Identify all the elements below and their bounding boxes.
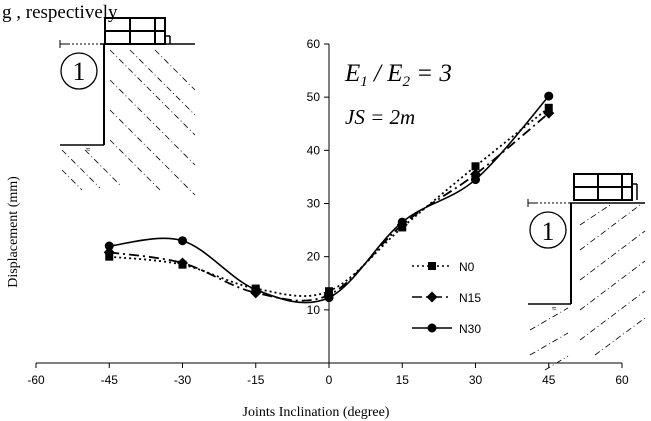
- circled-marker-right: [529, 211, 567, 249]
- legend-label: N0: [459, 260, 475, 274]
- legend-label: N30: [459, 322, 481, 336]
- y-tick-label: 60: [307, 37, 321, 51]
- ratio-annotation: E1 / E2 = 3: [344, 60, 452, 90]
- y-tick-label: 20: [307, 250, 321, 264]
- data-point: [178, 236, 187, 246]
- data-point: [471, 162, 480, 171]
- data-point: [543, 107, 555, 119]
- x-tick-label: 60: [615, 373, 629, 387]
- y-axis-title: Displacement (mm): [6, 176, 21, 288]
- data-point: [544, 91, 554, 101]
- svg-text:≈: ≈: [552, 304, 557, 313]
- x-tick-label: -60: [27, 373, 45, 387]
- y-tick-label: 40: [307, 143, 321, 157]
- x-tick-label: 45: [542, 373, 556, 387]
- series-n30: [104, 91, 554, 304]
- data-point: [397, 217, 407, 227]
- legend-marker: [428, 262, 436, 270]
- caption-fragment: g , respectively: [2, 2, 118, 23]
- circled-label-right: 1: [542, 217, 555, 246]
- legend-item: N15: [412, 291, 481, 305]
- x-tick-label: 15: [396, 373, 410, 387]
- x-tick-label: -45: [101, 373, 119, 387]
- legend-marker: [427, 323, 437, 333]
- x-axis-title: Joints Inclination (degree): [243, 405, 390, 420]
- x-tick-label: 30: [469, 373, 483, 387]
- legend-label: N15: [459, 291, 481, 305]
- y-tick-label: 10: [307, 303, 321, 317]
- legend: N0 N15 N30: [412, 260, 481, 336]
- series-layer: [103, 91, 555, 304]
- data-point: [177, 257, 188, 269]
- data-point: [324, 293, 334, 303]
- circled-marker-left: [60, 52, 98, 90]
- axes: -60 -45 -30 -15 0 15 30 45 60 10 20 30 40 50 60: [27, 37, 629, 387]
- left-wall-diagram: ≈: [59, 17, 196, 196]
- spacing-annotation: JS = 2m: [345, 105, 415, 129]
- y-tick-label: 30: [307, 197, 321, 211]
- data-point: [103, 246, 115, 258]
- legend-item: N0: [412, 260, 475, 274]
- legend-item: N30: [412, 322, 481, 336]
- data-point: [104, 241, 114, 251]
- data-point: [471, 175, 480, 185]
- data-point: [251, 285, 261, 295]
- circled-label-left: 1: [73, 57, 86, 86]
- x-tick-label: -30: [174, 373, 192, 387]
- svg-text:≈: ≈: [86, 145, 91, 154]
- x-tick-label: 0: [326, 373, 333, 387]
- y-tick-label: 50: [307, 90, 321, 104]
- right-wall-diagram: ≈: [527, 173, 646, 371]
- x-tick-label: -15: [247, 373, 265, 387]
- legend-marker: [426, 291, 438, 303]
